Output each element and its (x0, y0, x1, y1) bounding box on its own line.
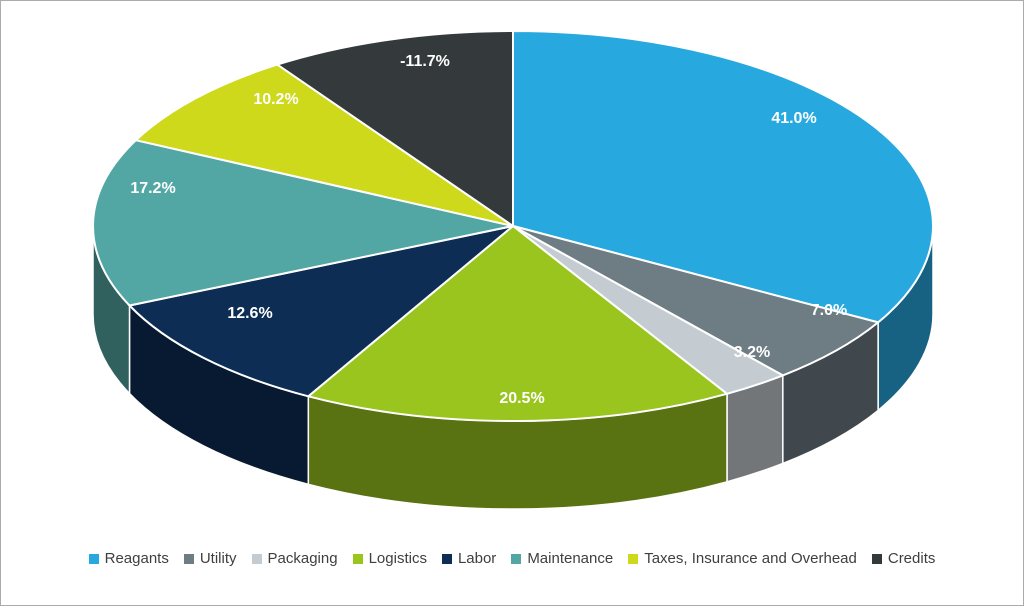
legend-label: Packaging (267, 550, 338, 567)
data-label-logistics: 20.5% (499, 390, 544, 407)
pie-slice-reagants (512, 30, 935, 324)
legend-label: Logistics (368, 550, 427, 567)
legend-item-maintenance: Maintenance (511, 550, 613, 567)
data-label-packaging: 3.2% (734, 344, 770, 361)
pie-slice-credits (276, 30, 514, 227)
legend-marker-utility (183, 553, 194, 564)
legend-marker-credits (871, 553, 882, 564)
legend-item-credits: Credits (871, 550, 936, 567)
legend-item-labor: Labor (441, 550, 497, 567)
data-label-maintenance: 17.2% (130, 180, 175, 197)
data-label-labor: 12.6% (227, 305, 272, 322)
legend-label: Utility (199, 550, 237, 567)
legend-marker-reagants (88, 553, 99, 564)
legend-item-logistics: Logistics (352, 550, 427, 567)
legend-item-reagants: Reagants (88, 550, 169, 567)
pie-slice-taxes-insurance-and-overhead (134, 63, 514, 227)
legend-item-taxes-insurance-and-overhead: Taxes, Insurance and Overhead (628, 550, 857, 567)
chart-legend: Reagants Utility Packaging Logistics Labor Ma… (1, 541, 1023, 605)
legend-label: Labor (457, 550, 497, 567)
data-label-taxes-insurance-and-overhead: 10.2% (253, 91, 298, 108)
data-label-utility: 7.0% (811, 302, 847, 319)
legend-marker-logistics (352, 553, 363, 564)
pie-slice-maintenance (92, 139, 514, 307)
pie-chart-3d: 41.0% 7.0% 3.2% 20.5% 12.6% 17.2% 10.2% -11.7% (92, 30, 935, 510)
legend-marker-taxes-insurance-and-overhead (628, 553, 639, 564)
pie-slice-utility (512, 225, 880, 377)
legend-label: Maintenance (527, 550, 614, 567)
data-label-reagants: 41.0% (771, 110, 816, 127)
legend-label: Credits (887, 550, 936, 567)
legend-label: Reagants (104, 550, 169, 567)
pie-slice-labor (128, 225, 514, 398)
legend-marker-labor (441, 553, 452, 564)
pie-slice-logistics (307, 225, 728, 423)
legend-item-utility: Utility (183, 550, 237, 567)
legend-label: Taxes, Insurance and Overhead (644, 550, 857, 567)
legend-item-packaging: Packaging (251, 550, 338, 567)
data-label-credits: -11.7% (400, 53, 450, 70)
legend-marker-maintenance (511, 553, 522, 564)
legend-marker-packaging (251, 553, 262, 564)
